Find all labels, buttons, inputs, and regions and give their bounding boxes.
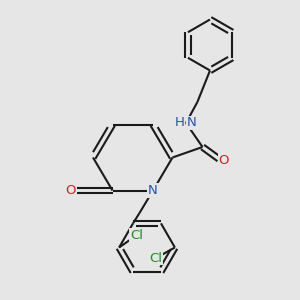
Text: N: N — [187, 116, 196, 130]
Text: H: H — [175, 116, 184, 130]
Text: N: N — [148, 184, 158, 197]
Text: O: O — [65, 184, 76, 197]
Text: Cl: Cl — [149, 251, 162, 265]
Text: Cl: Cl — [130, 229, 143, 242]
Text: O: O — [218, 154, 229, 167]
